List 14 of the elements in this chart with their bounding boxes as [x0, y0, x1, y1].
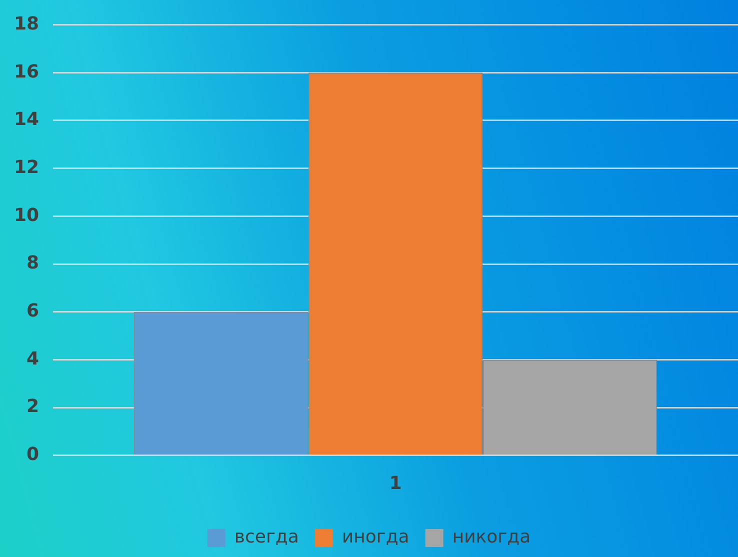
y-tick-label: 12 — [14, 157, 40, 178]
legend-label: всегда — [234, 526, 299, 548]
y-tick-label: 0 — [26, 444, 40, 466]
y-tick-label: 8 — [26, 252, 40, 274]
x-tick-label: 1 — [389, 472, 402, 494]
legend-label: никогда — [452, 526, 531, 548]
y-tick-label: 6 — [26, 300, 40, 322]
y-tick-label: 18 — [14, 13, 40, 34]
y-tick-label: 14 — [14, 109, 40, 130]
y-tick-label: 4 — [26, 348, 40, 370]
y-tick-label: 16 — [14, 61, 40, 82]
y-tick-label: 10 — [14, 204, 40, 226]
legend-label: иногда — [342, 526, 410, 548]
y-tick-label: 2 — [26, 396, 40, 418]
